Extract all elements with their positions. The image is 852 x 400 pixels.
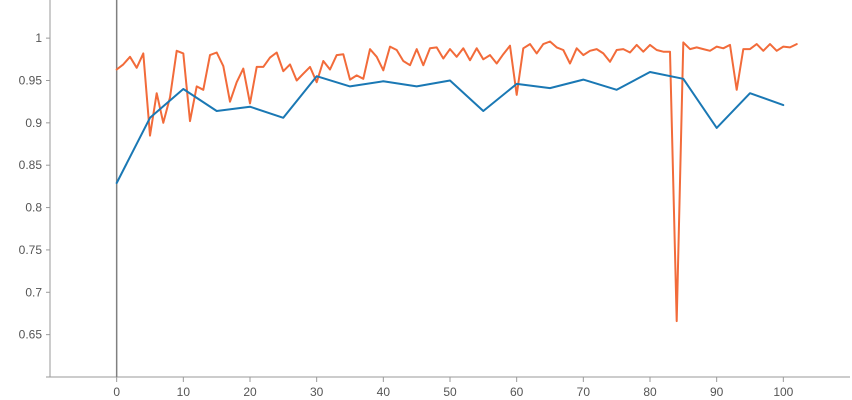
x-tick-label: 10 xyxy=(177,385,191,399)
y-tick-label: 0.95 xyxy=(19,73,43,87)
y-tick-label: 0.75 xyxy=(19,243,43,257)
x-tick-label: 90 xyxy=(710,385,724,399)
axes xyxy=(46,0,850,382)
x-tick-label: 50 xyxy=(443,385,457,399)
y-tick-label: 0.8 xyxy=(25,201,42,215)
y-tick-label: 0.85 xyxy=(19,158,43,172)
x-tick-label: 0 xyxy=(113,385,120,399)
series-line-2 xyxy=(115,71,785,184)
y-tick-label: 0.65 xyxy=(19,328,43,342)
x-tick-label: 20 xyxy=(243,385,257,399)
x-tick-label: 60 xyxy=(510,385,524,399)
y-tick-label: 0.7 xyxy=(25,285,42,299)
y-tick-label: 1 xyxy=(35,31,42,45)
series-line-1 xyxy=(115,40,798,323)
x-tick-label: 70 xyxy=(577,385,591,399)
x-tick-label: 100 xyxy=(773,385,793,399)
series-group xyxy=(115,40,798,323)
x-tick-label: 30 xyxy=(310,385,324,399)
x-tick-label: 40 xyxy=(377,385,391,399)
x-tick-label: 80 xyxy=(643,385,657,399)
y-tick-label: 0.9 xyxy=(25,116,42,130)
